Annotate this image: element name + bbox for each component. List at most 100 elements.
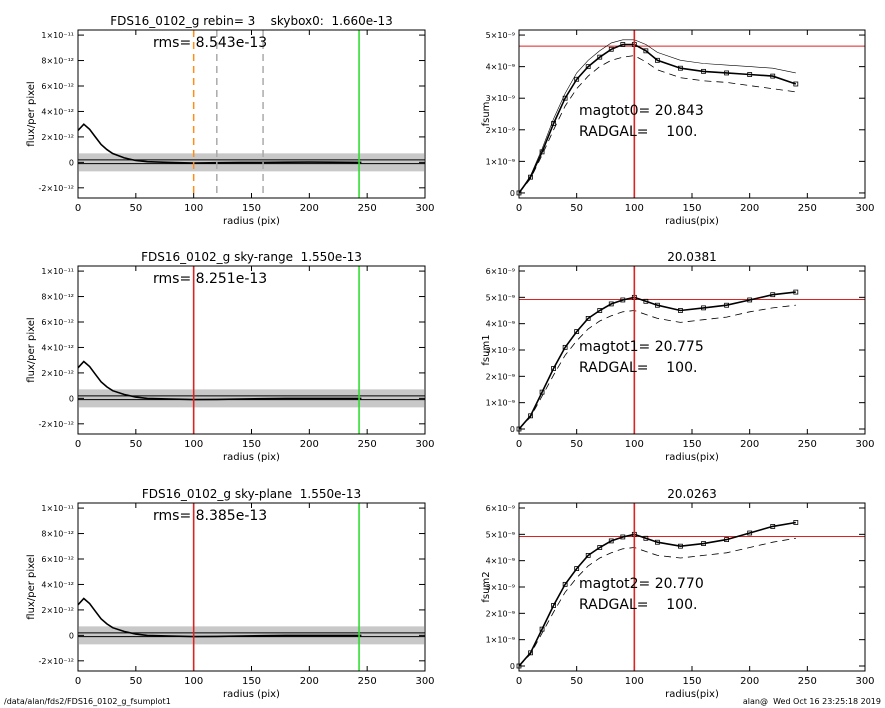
y-tick-label: 5×10⁻⁹ [486,293,515,302]
data-point [678,308,683,313]
x-tick-label: 300 [855,439,874,450]
annotation: rms= 8.543e-13 [153,35,267,51]
y-tick-label: 4×10⁻⁹ [486,63,515,72]
x-axis-label: radius (pix) [223,216,280,227]
data-point [793,81,799,87]
data-point [793,520,799,525]
footer-path: /data/alan/fds2/FDS16_0102_g_fsumplot1 [4,697,171,706]
chart-title: FDS16_0102_g rebin= 3 skybox0: 1.660e-13 [110,14,393,28]
y-tick-label: 1×10⁻¹¹ [41,31,74,40]
x-tick-label: 200 [740,203,759,214]
x-tick-label: 100 [184,439,203,450]
profile-line [518,304,796,430]
data-point [562,581,568,587]
chart-title: FDS16_0102_g sky-plane 1.550e-13 [142,487,361,501]
y-tick-label: 0 [510,189,515,198]
y-tick-label: 4×10⁻¹² [41,107,74,116]
y-tick-label: -2×10⁻¹² [39,184,75,193]
annotation: magtot1= 20.775 [579,339,704,355]
data-point [551,603,556,608]
profile-line [77,123,362,164]
data-point [585,553,591,558]
x-tick-label: 50 [570,676,583,687]
y-tick-label: 1×10⁻⁹ [486,157,515,166]
data-point [597,545,603,550]
y-tick-label: 1×10⁻⁹ [486,399,515,408]
y-tick-label: 0 [510,662,515,671]
data-point [678,543,683,549]
profile-line [518,521,796,667]
data-point [574,329,580,334]
data-point [655,302,660,308]
data-point [574,566,580,571]
x-tick-label: 100 [625,203,644,214]
x-tick-label: 300 [855,676,874,687]
x-tick-label: 150 [682,439,701,450]
y-tick-label: 2×10⁻⁹ [486,372,515,381]
data-point [608,46,614,52]
data-point [770,73,776,79]
y-tick-label: 1×10⁻⁹ [486,636,515,645]
x-tick-label: 100 [184,203,203,214]
x-tick-label: 0 [75,203,81,214]
x-tick-label: 200 [300,676,319,687]
x-tick-label: 50 [570,439,583,450]
x-tick-label: 200 [300,439,319,450]
y-axis-label: fsum2 [481,571,492,602]
x-tick-label: 250 [358,203,377,214]
annotation: magtot2= 20.770 [579,576,704,592]
y-tick-label: 3×10⁻⁹ [486,583,515,592]
profile-line [518,537,796,667]
profile-line [518,291,796,430]
y-tick-label: 2×10⁻⁹ [486,126,515,135]
x-tick-label: 0 [516,439,522,450]
x-tick-label: 300 [415,203,434,214]
x-tick-label: 50 [570,203,583,214]
data-point [585,316,591,321]
data-point [597,54,603,60]
x-tick-label: 150 [682,676,701,687]
annotation: rms= 8.385e-13 [153,508,267,524]
profile-line [518,39,796,194]
y-tick-label: 3×10⁻⁹ [486,94,515,103]
data-point [597,308,603,313]
y-tick-label: 4×10⁻¹² [41,343,74,352]
y-tick-label: 6×10⁻¹² [41,555,74,564]
x-tick-label: 0 [516,676,522,687]
data-point [608,538,614,544]
x-tick-label: 50 [129,439,142,450]
x-tick-label: 0 [75,439,81,450]
y-tick-label: 4×10⁻⁹ [486,557,515,566]
plot-frame [77,265,426,435]
plot-frame [77,502,426,672]
data-point [608,301,614,307]
footer-date: alan@ Wed Oct 16 23:25:18 2019 [743,697,881,706]
data-point [620,534,626,540]
annotation: RADGAL= 100. [579,360,697,376]
profile-line [518,55,796,194]
x-tick-label: 250 [798,203,817,214]
data-point [678,65,683,71]
x-tick-label: 150 [242,203,261,214]
y-tick-label: 8×10⁻¹² [41,293,74,302]
plot-frame [77,29,426,199]
x-tick-label: 250 [358,676,377,687]
x-tick-label: 150 [242,676,261,687]
annotation: RADGAL= 100. [579,124,697,140]
plot-frame [518,29,866,199]
x-tick-label: 50 [129,676,142,687]
y-tick-label: 8×10⁻¹² [41,530,74,539]
y-axis-label: flux/per pixel [26,81,37,146]
data-point [793,289,799,295]
y-tick-label: 4×10⁻¹² [41,580,74,589]
x-tick-label: 250 [358,439,377,450]
y-tick-label: 0 [69,631,74,640]
x-tick-label: 300 [415,676,434,687]
x-tick-label: 0 [516,203,522,214]
data-point [747,530,753,536]
data-point [562,344,568,350]
data-point [747,297,753,303]
annotation: magtot0= 20.843 [579,103,704,119]
x-tick-label: 200 [300,203,319,214]
